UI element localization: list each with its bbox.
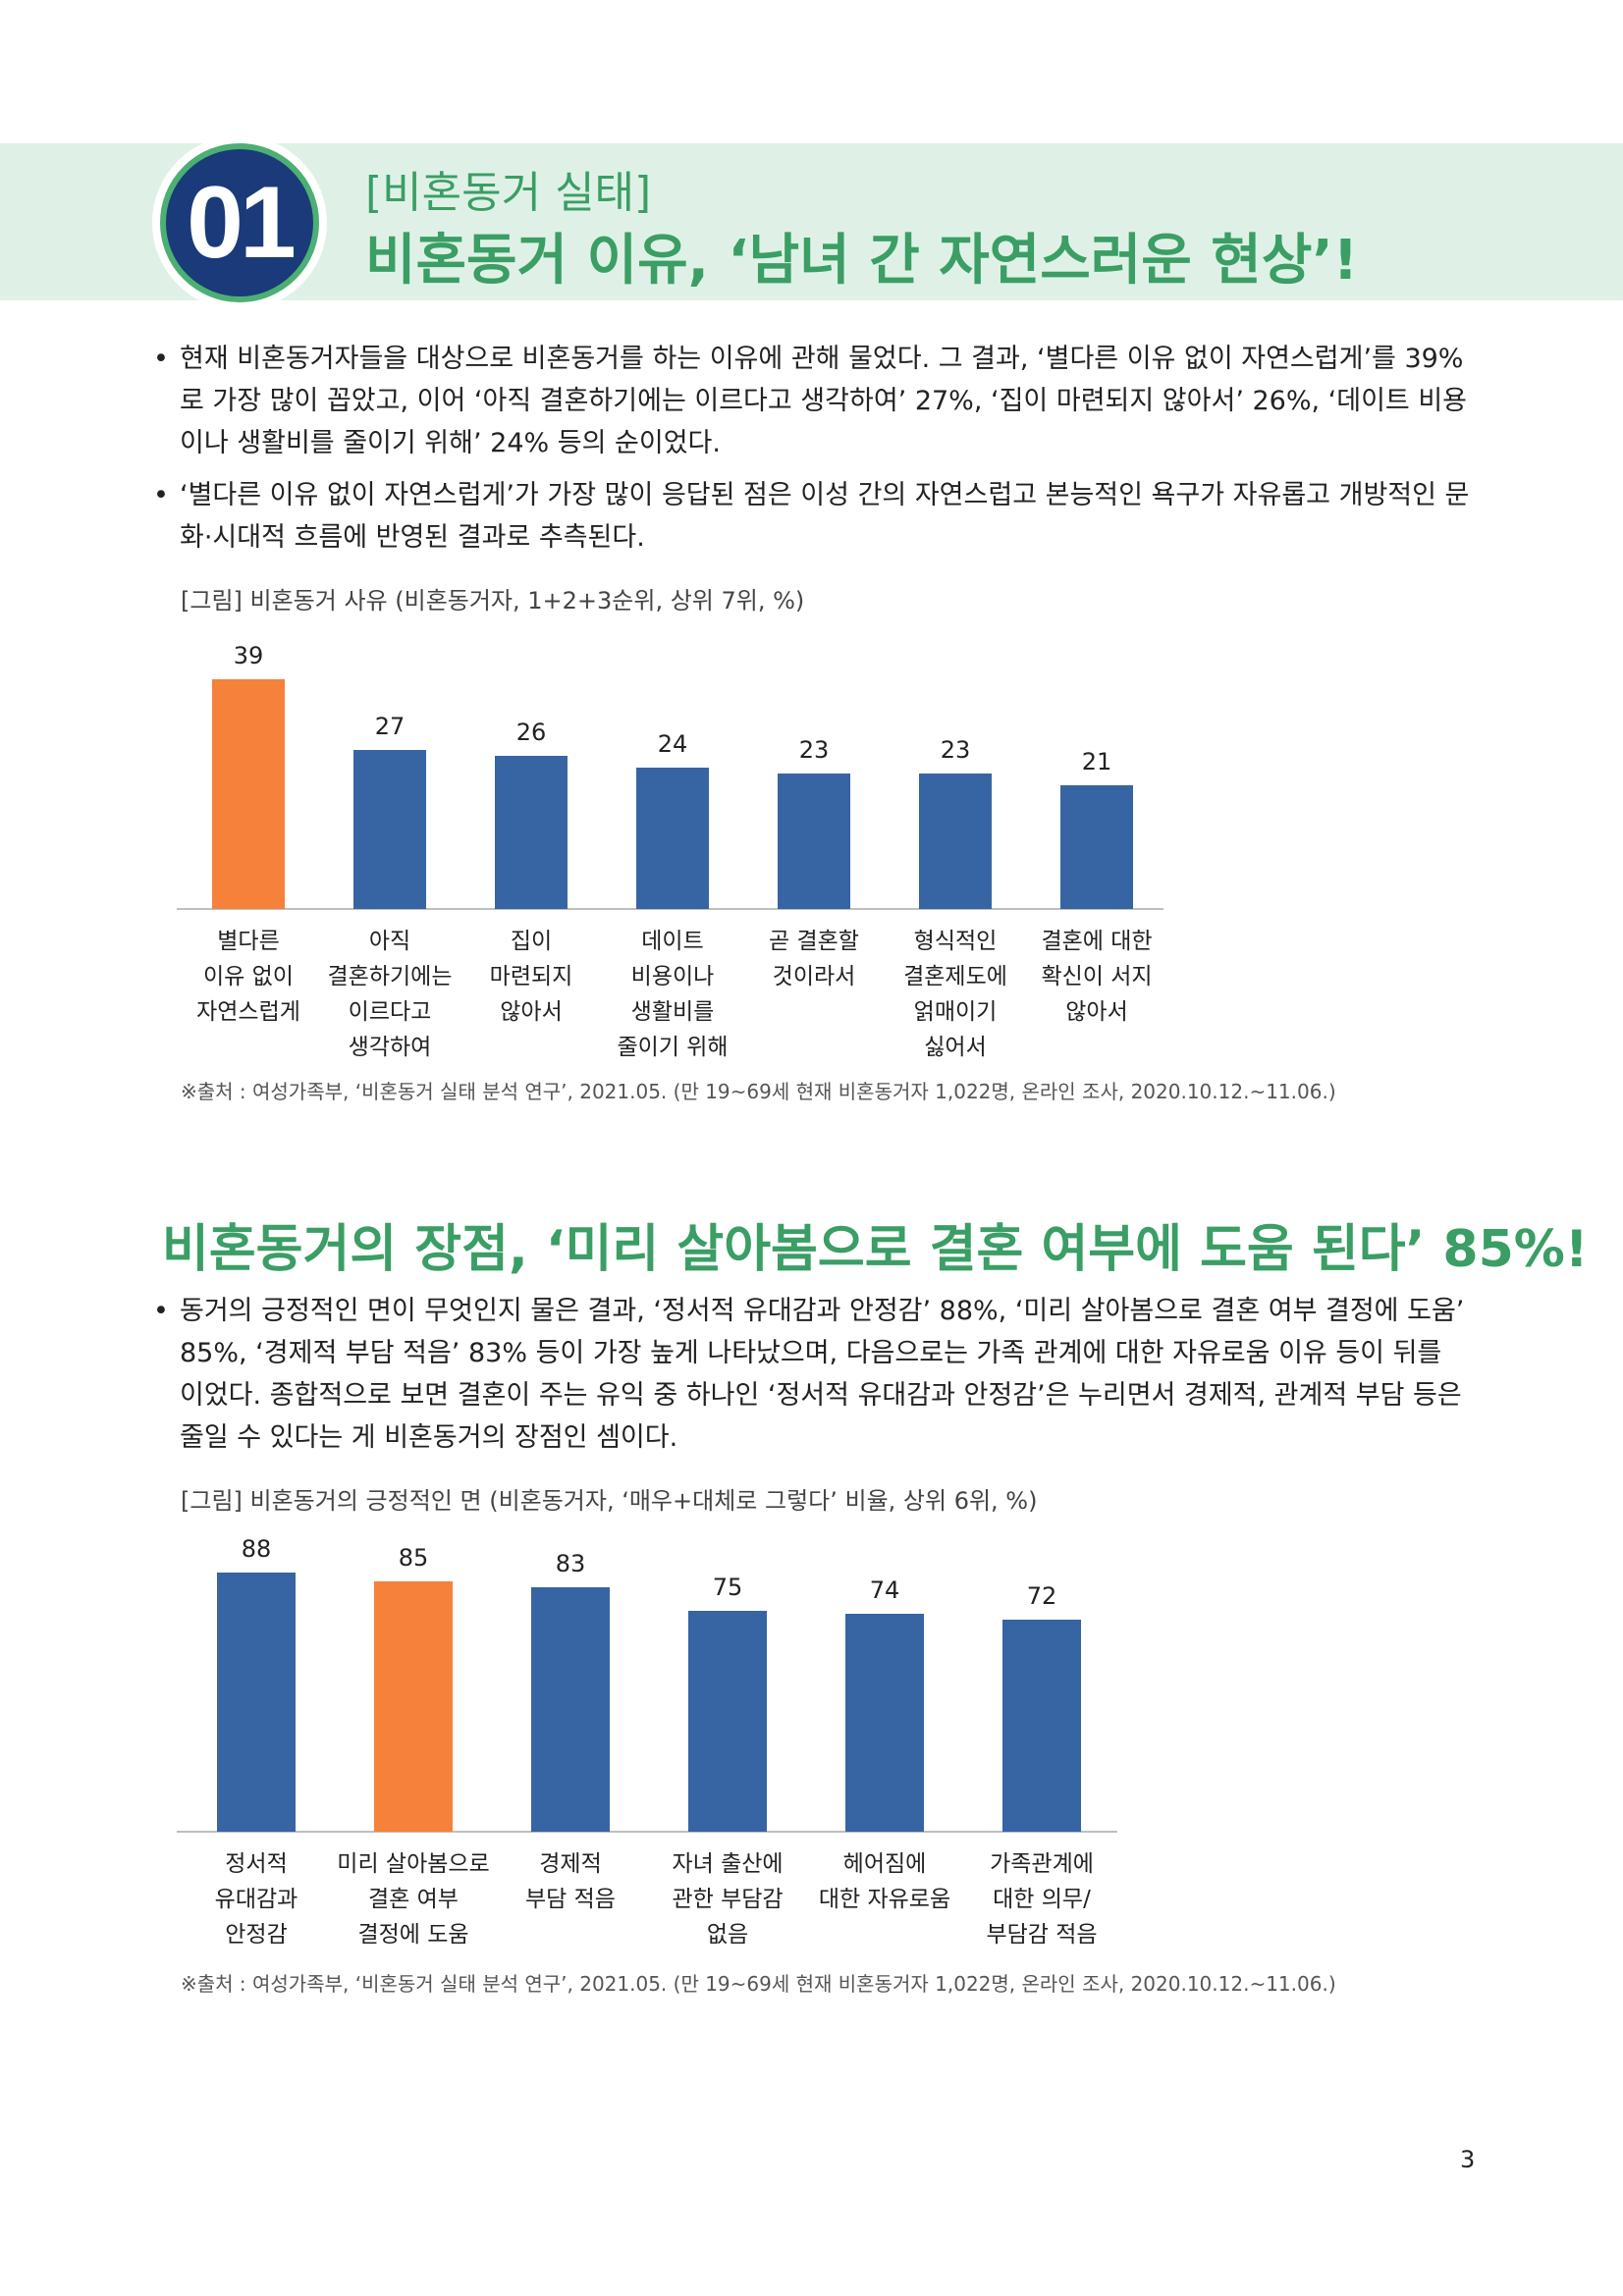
- category-label: 집이: [511, 929, 552, 954]
- bullet-dot-icon: •: [153, 480, 169, 510]
- category-label: 것이라서: [773, 964, 856, 989]
- bar-value-label: 23: [799, 736, 830, 764]
- bullet-dot-icon: •: [153, 1296, 169, 1326]
- category-label: 안정감: [225, 1922, 287, 1948]
- category-label: 생각하여: [349, 1035, 432, 1060]
- category-label: 줄이기 위해: [617, 1035, 728, 1060]
- category-label: 곧 결혼할: [769, 929, 859, 954]
- section-number-badge: 01: [160, 143, 319, 302]
- bar-value-label: 74: [870, 1576, 900, 1604]
- figure-caption: [그림] 비혼동거의 긍정적인 면 (비혼동거자, ‘매우+대체로 그렇다’ 비…: [181, 1487, 1038, 1515]
- category-label: 형식적인: [914, 929, 998, 954]
- category-label: 이유 없이: [203, 964, 294, 989]
- bar-value-label: 75: [713, 1574, 743, 1601]
- bullet-dot-icon: •: [153, 344, 169, 374]
- category-label: 부담 적음: [525, 1887, 616, 1912]
- category-label: 가족관계에: [990, 1851, 1094, 1877]
- category-label: 아직: [369, 929, 410, 954]
- bar: [1060, 785, 1133, 909]
- category-label: 결혼에 대한: [1041, 929, 1152, 954]
- bar: [374, 1581, 453, 1832]
- bar-value-label: 26: [516, 719, 547, 746]
- category-label: 결혼하기에는: [328, 964, 453, 989]
- figure-caption: [그림] 비혼동거 사유 (비혼동거자, 1+2+3순위, 상위 7위, %): [181, 587, 805, 614]
- category-label: 데이트: [641, 929, 703, 954]
- bar: [778, 774, 850, 909]
- section2-title: 비혼동거의 장점, ‘미리 살아봄으로 결혼 여부에 도움 된다’ 85%!: [162, 1220, 1589, 1279]
- paragraph-bullet: • ‘별다른 이유 없이 자연스럽게’가 가장 많이 응답된 점은 이성 간의 …: [153, 474, 1474, 559]
- category-label: 않아서: [1065, 999, 1127, 1025]
- category-label: 없음: [707, 1922, 748, 1948]
- chart-source: ※출처 : 여성가족부, ‘비혼동거 실태 분석 연구’, 2021.05. (…: [181, 1080, 1336, 1103]
- bar-value-label: 21: [1082, 748, 1112, 775]
- bar: [636, 768, 709, 909]
- category-label: 확신이 서지: [1041, 964, 1152, 989]
- category-label: 관한 부담감: [672, 1887, 783, 1912]
- paragraph-bullet: • 동거의 긍정적인 면이 무엇인지 물은 결과, ‘정서적 유대감과 안정감’…: [153, 1290, 1474, 1459]
- paragraph-text: 현재 비혼동거자들을 대상으로 비혼동거를 하는 이유에 관해 물었다. 그 결…: [180, 344, 1468, 458]
- bar-value-label: 83: [556, 1550, 586, 1577]
- bar: [919, 774, 992, 909]
- bar-value-label: 24: [658, 730, 688, 758]
- bar: [353, 750, 426, 909]
- category-label: 자연스럽게: [196, 999, 300, 1025]
- section-number: 01: [187, 165, 297, 280]
- category-label: 생활비를: [631, 999, 715, 1025]
- bar-value-label: 85: [399, 1544, 429, 1572]
- bar-value-label: 88: [242, 1535, 272, 1563]
- bar-value-label: 23: [941, 736, 971, 764]
- bar: [1002, 1620, 1081, 1832]
- paragraph-bullet: • 현재 비혼동거자들을 대상으로 비혼동거를 하는 이유에 관해 물었다. 그…: [153, 338, 1474, 464]
- page-number: 3: [1460, 2146, 1476, 2173]
- bar-value-label: 27: [375, 713, 406, 740]
- category-label: 유대감과: [215, 1887, 298, 1912]
- category-label: 결혼제도에: [903, 964, 1007, 989]
- bar: [688, 1611, 767, 1832]
- chart-source: ※출처 : 여성가족부, ‘비혼동거 실태 분석 연구’, 2021.05. (…: [181, 1972, 1336, 1996]
- section-title: 비혼동거 이유, ‘남녀 간 자연스러운 현상’!: [365, 229, 1359, 293]
- paragraph-text: 동거의 긍정적인 면이 무엇인지 물은 결과, ‘정서적 유대감과 안정감’ 8…: [180, 1296, 1465, 1453]
- bar: [217, 1573, 296, 1832]
- bar-value-label: 39: [234, 642, 264, 669]
- category-label: 대한 자유로움: [819, 1887, 950, 1912]
- category-label: 싫어서: [924, 1035, 986, 1060]
- category-label: 별다른: [217, 929, 279, 954]
- bar: [495, 756, 568, 909]
- bar: [845, 1614, 924, 1832]
- category-label: 이르다고: [349, 999, 432, 1025]
- category-label: 경제적: [539, 1851, 601, 1877]
- section-subtitle: [비혼동거 실태]: [365, 168, 652, 218]
- category-label: 대한 의무/: [993, 1887, 1091, 1912]
- category-label: 비용이나: [631, 964, 715, 989]
- bar-value-label: 72: [1027, 1582, 1057, 1610]
- category-label: 않아서: [500, 999, 562, 1025]
- category-label: 헤어짐에: [843, 1851, 927, 1877]
- category-label: 마련되지: [490, 964, 573, 989]
- category-label: 미리 살아봄으로: [337, 1851, 489, 1877]
- bar: [212, 679, 285, 909]
- category-label: 결정에 도움: [357, 1922, 468, 1948]
- category-label: 자녀 출산에: [672, 1851, 783, 1877]
- category-label: 결혼 여부: [368, 1887, 459, 1912]
- category-label: 정서적: [225, 1851, 287, 1877]
- paragraph-text: ‘별다른 이유 없이 자연스럽게’가 가장 많이 응답된 점은 이성 간의 자연…: [180, 480, 1470, 553]
- category-label: 얽매이기: [914, 999, 998, 1025]
- bar: [531, 1587, 610, 1832]
- category-label: 부담감 적음: [986, 1922, 1097, 1948]
